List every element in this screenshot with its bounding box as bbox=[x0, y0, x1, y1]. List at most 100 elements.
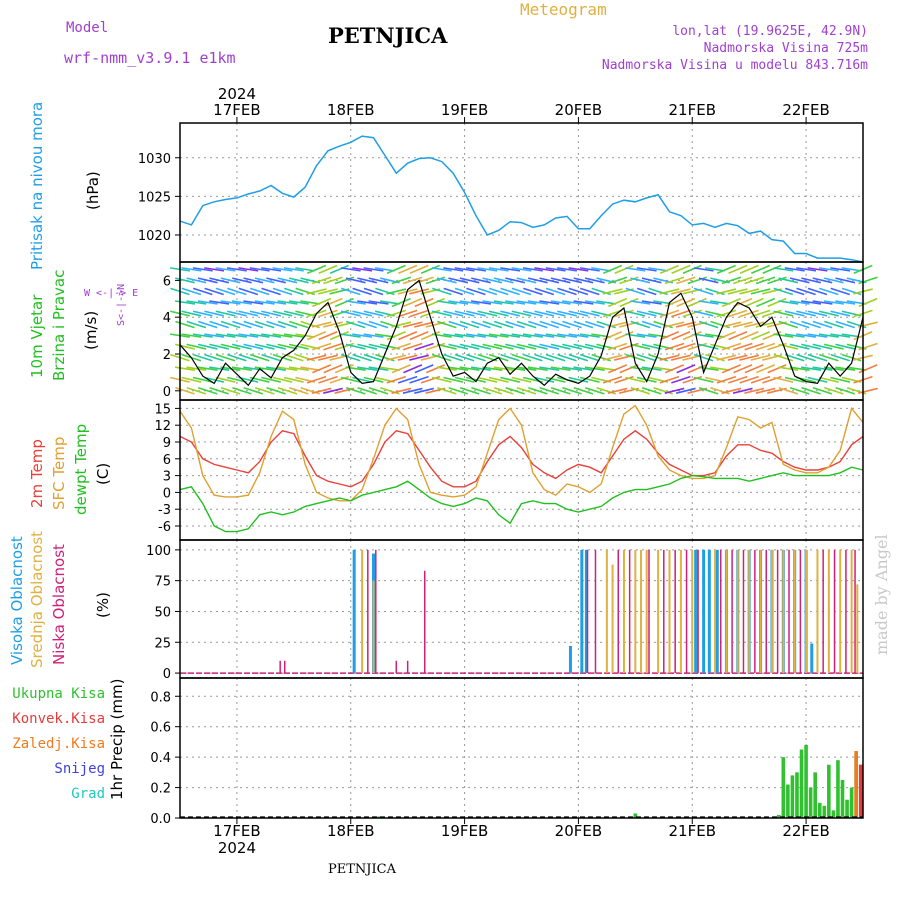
wind-arrow bbox=[573, 320, 594, 329]
wind-arrow bbox=[493, 343, 514, 350]
wind-arrow bbox=[596, 300, 617, 305]
wind-arrow bbox=[443, 353, 463, 362]
wind-arrow bbox=[459, 277, 480, 284]
wind-arrow bbox=[585, 320, 605, 329]
wind-arrow bbox=[436, 300, 457, 305]
wind-arrow bbox=[397, 354, 418, 361]
wind-arrow bbox=[818, 267, 839, 272]
wind-arrow bbox=[550, 366, 571, 372]
wind-arrow bbox=[568, 267, 589, 272]
wind-arrow bbox=[568, 333, 589, 338]
wind-arrow bbox=[454, 376, 475, 383]
wind-arrow bbox=[443, 333, 464, 338]
wind-arrow bbox=[261, 267, 282, 272]
wind-arrow bbox=[174, 366, 196, 372]
ytick-label: 0.0 bbox=[150, 812, 171, 827]
wind-arrow bbox=[550, 277, 571, 284]
wind-arrow bbox=[192, 267, 213, 272]
model-label: Model bbox=[66, 20, 109, 36]
wind-arrow bbox=[329, 330, 349, 341]
precip-bar-total bbox=[840, 779, 845, 818]
wind-arrow bbox=[858, 364, 878, 374]
wind-arrow bbox=[596, 366, 617, 372]
wind-arrow bbox=[466, 353, 486, 362]
wind-arrow bbox=[323, 276, 343, 285]
wind-arrow bbox=[636, 353, 657, 362]
wind-arrow bbox=[516, 320, 537, 329]
wind-arrow bbox=[311, 342, 332, 351]
wind-arrow bbox=[568, 353, 589, 362]
precip-bar-total bbox=[776, 814, 781, 818]
wind-arrow bbox=[443, 376, 464, 383]
wind-arrow bbox=[505, 277, 526, 284]
wind-arrow bbox=[648, 333, 669, 338]
wind-arrow bbox=[329, 375, 350, 384]
wind-arrow bbox=[789, 386, 810, 395]
wind-arrow bbox=[420, 309, 441, 318]
wind-arrow bbox=[807, 267, 828, 272]
wind-arrow bbox=[386, 375, 407, 384]
wind-arrow bbox=[671, 309, 691, 318]
wind-arrow bbox=[727, 354, 748, 361]
wind-arrow bbox=[307, 264, 327, 274]
wind-arrow bbox=[511, 376, 532, 383]
wind-arrow bbox=[818, 310, 839, 317]
cloud-bar-mid bbox=[372, 580, 375, 674]
xtick-label-bottom: 20FEB bbox=[555, 822, 602, 840]
wind-arrow bbox=[823, 343, 844, 350]
wind-arrow bbox=[414, 364, 434, 374]
precip-bar-total bbox=[817, 802, 822, 818]
wind-arrow bbox=[579, 376, 600, 383]
xtick-label-bottom: 18FEB bbox=[327, 822, 374, 840]
wind-arrow bbox=[619, 276, 639, 285]
xtick-label-top: 18FEB bbox=[327, 101, 374, 119]
wind-arrow bbox=[801, 320, 821, 329]
wind-arrow bbox=[261, 310, 281, 317]
wind-arrow bbox=[186, 300, 207, 305]
wind-arrow bbox=[511, 287, 532, 296]
wind-arrow bbox=[197, 320, 218, 329]
wind-arrow bbox=[318, 309, 338, 318]
wind-arrow bbox=[773, 267, 794, 272]
cloud-bar-mid bbox=[611, 564, 614, 674]
wind-arrow bbox=[249, 310, 270, 317]
wind-arrow bbox=[789, 277, 810, 284]
precip-bar-total bbox=[808, 787, 813, 818]
cloud-bar-high bbox=[352, 549, 356, 674]
wind-arrow bbox=[272, 333, 293, 338]
wind-arrow bbox=[454, 267, 475, 272]
wind-arrow bbox=[676, 364, 696, 374]
wind-arrow bbox=[243, 277, 264, 284]
wind-arrow bbox=[818, 333, 839, 338]
wind-arrow bbox=[534, 287, 555, 296]
wind-arrow bbox=[231, 366, 252, 372]
precip-bar-total bbox=[845, 799, 849, 818]
wind-arrow bbox=[858, 276, 878, 285]
wind-arrow bbox=[835, 320, 856, 329]
wind-arrow bbox=[323, 297, 343, 308]
wind-arrow bbox=[231, 277, 252, 284]
wind-arrow bbox=[562, 320, 582, 329]
wind-arrow bbox=[295, 267, 316, 272]
wind-arrow bbox=[630, 300, 651, 305]
wind-arrow bbox=[527, 300, 548, 305]
xtick-label-top: 20FEB bbox=[555, 101, 602, 119]
wind-arrow bbox=[584, 366, 605, 372]
wind-arrow bbox=[215, 333, 236, 338]
wind-arrow bbox=[398, 264, 418, 274]
wind-arrow bbox=[379, 366, 400, 372]
cloud-bar-high bbox=[707, 549, 711, 674]
wind-arrow bbox=[819, 353, 839, 362]
wind-arrow bbox=[545, 353, 566, 362]
wind-arrow bbox=[209, 320, 229, 329]
cloud-bar-mid bbox=[856, 584, 859, 674]
wind-arrow bbox=[249, 353, 270, 362]
wind-arrow bbox=[471, 343, 491, 350]
wind-arrow bbox=[220, 277, 241, 284]
wind-arrow bbox=[220, 386, 241, 395]
wind-arrow bbox=[687, 276, 707, 285]
wind-arrow bbox=[266, 277, 286, 284]
wind-arrow bbox=[174, 300, 196, 305]
wind-arrow bbox=[819, 287, 839, 296]
wind-arrow bbox=[277, 320, 298, 329]
